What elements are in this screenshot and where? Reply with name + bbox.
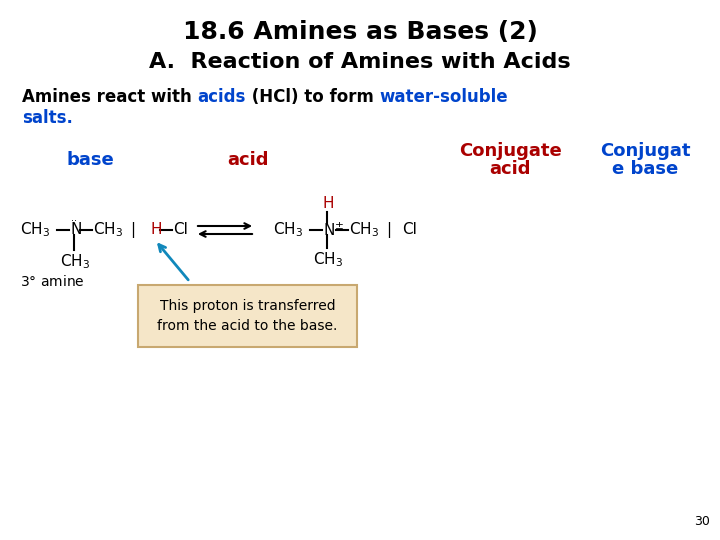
Text: Conjugate: Conjugate bbox=[459, 142, 562, 160]
Text: CH$_3$: CH$_3$ bbox=[313, 251, 343, 269]
Text: CH$_3$: CH$_3$ bbox=[273, 221, 303, 239]
Text: Cl: Cl bbox=[402, 222, 417, 238]
Text: CH$_3$: CH$_3$ bbox=[349, 221, 379, 239]
Text: 18.6 Amines as Bases (2): 18.6 Amines as Bases (2) bbox=[183, 20, 537, 44]
Text: 30: 30 bbox=[694, 515, 710, 528]
Text: CH$_3$: CH$_3$ bbox=[60, 253, 90, 271]
Text: Conjugat: Conjugat bbox=[600, 142, 690, 160]
Text: This proton is transferred: This proton is transferred bbox=[160, 299, 336, 313]
Text: acids: acids bbox=[197, 88, 246, 106]
Text: |: | bbox=[130, 222, 135, 238]
Text: H: H bbox=[323, 197, 335, 212]
Text: acid: acid bbox=[228, 151, 269, 169]
Text: Amines react with: Amines react with bbox=[22, 88, 197, 106]
Text: from the acid to the base.: from the acid to the base. bbox=[157, 319, 338, 333]
Text: A.  Reaction of Amines with Acids: A. Reaction of Amines with Acids bbox=[149, 52, 571, 72]
Text: water-soluble: water-soluble bbox=[379, 88, 508, 106]
Text: Cl: Cl bbox=[173, 222, 188, 238]
Text: salts.: salts. bbox=[22, 109, 73, 127]
Text: ··: ·· bbox=[71, 216, 77, 226]
Text: acid: acid bbox=[490, 160, 531, 178]
Text: e base: e base bbox=[612, 160, 678, 178]
Text: N: N bbox=[70, 222, 81, 238]
FancyBboxPatch shape bbox=[138, 285, 357, 347]
Text: 3$\degree$ amine: 3$\degree$ amine bbox=[20, 274, 85, 289]
Text: N$^{\pm}$: N$^{\pm}$ bbox=[323, 221, 344, 239]
Text: |: | bbox=[386, 222, 391, 238]
Text: CH$_3$: CH$_3$ bbox=[93, 221, 123, 239]
Text: base: base bbox=[66, 151, 114, 169]
Text: (HCl) to form: (HCl) to form bbox=[246, 88, 379, 106]
Text: H: H bbox=[150, 222, 161, 238]
Text: CH$_3$: CH$_3$ bbox=[20, 221, 50, 239]
